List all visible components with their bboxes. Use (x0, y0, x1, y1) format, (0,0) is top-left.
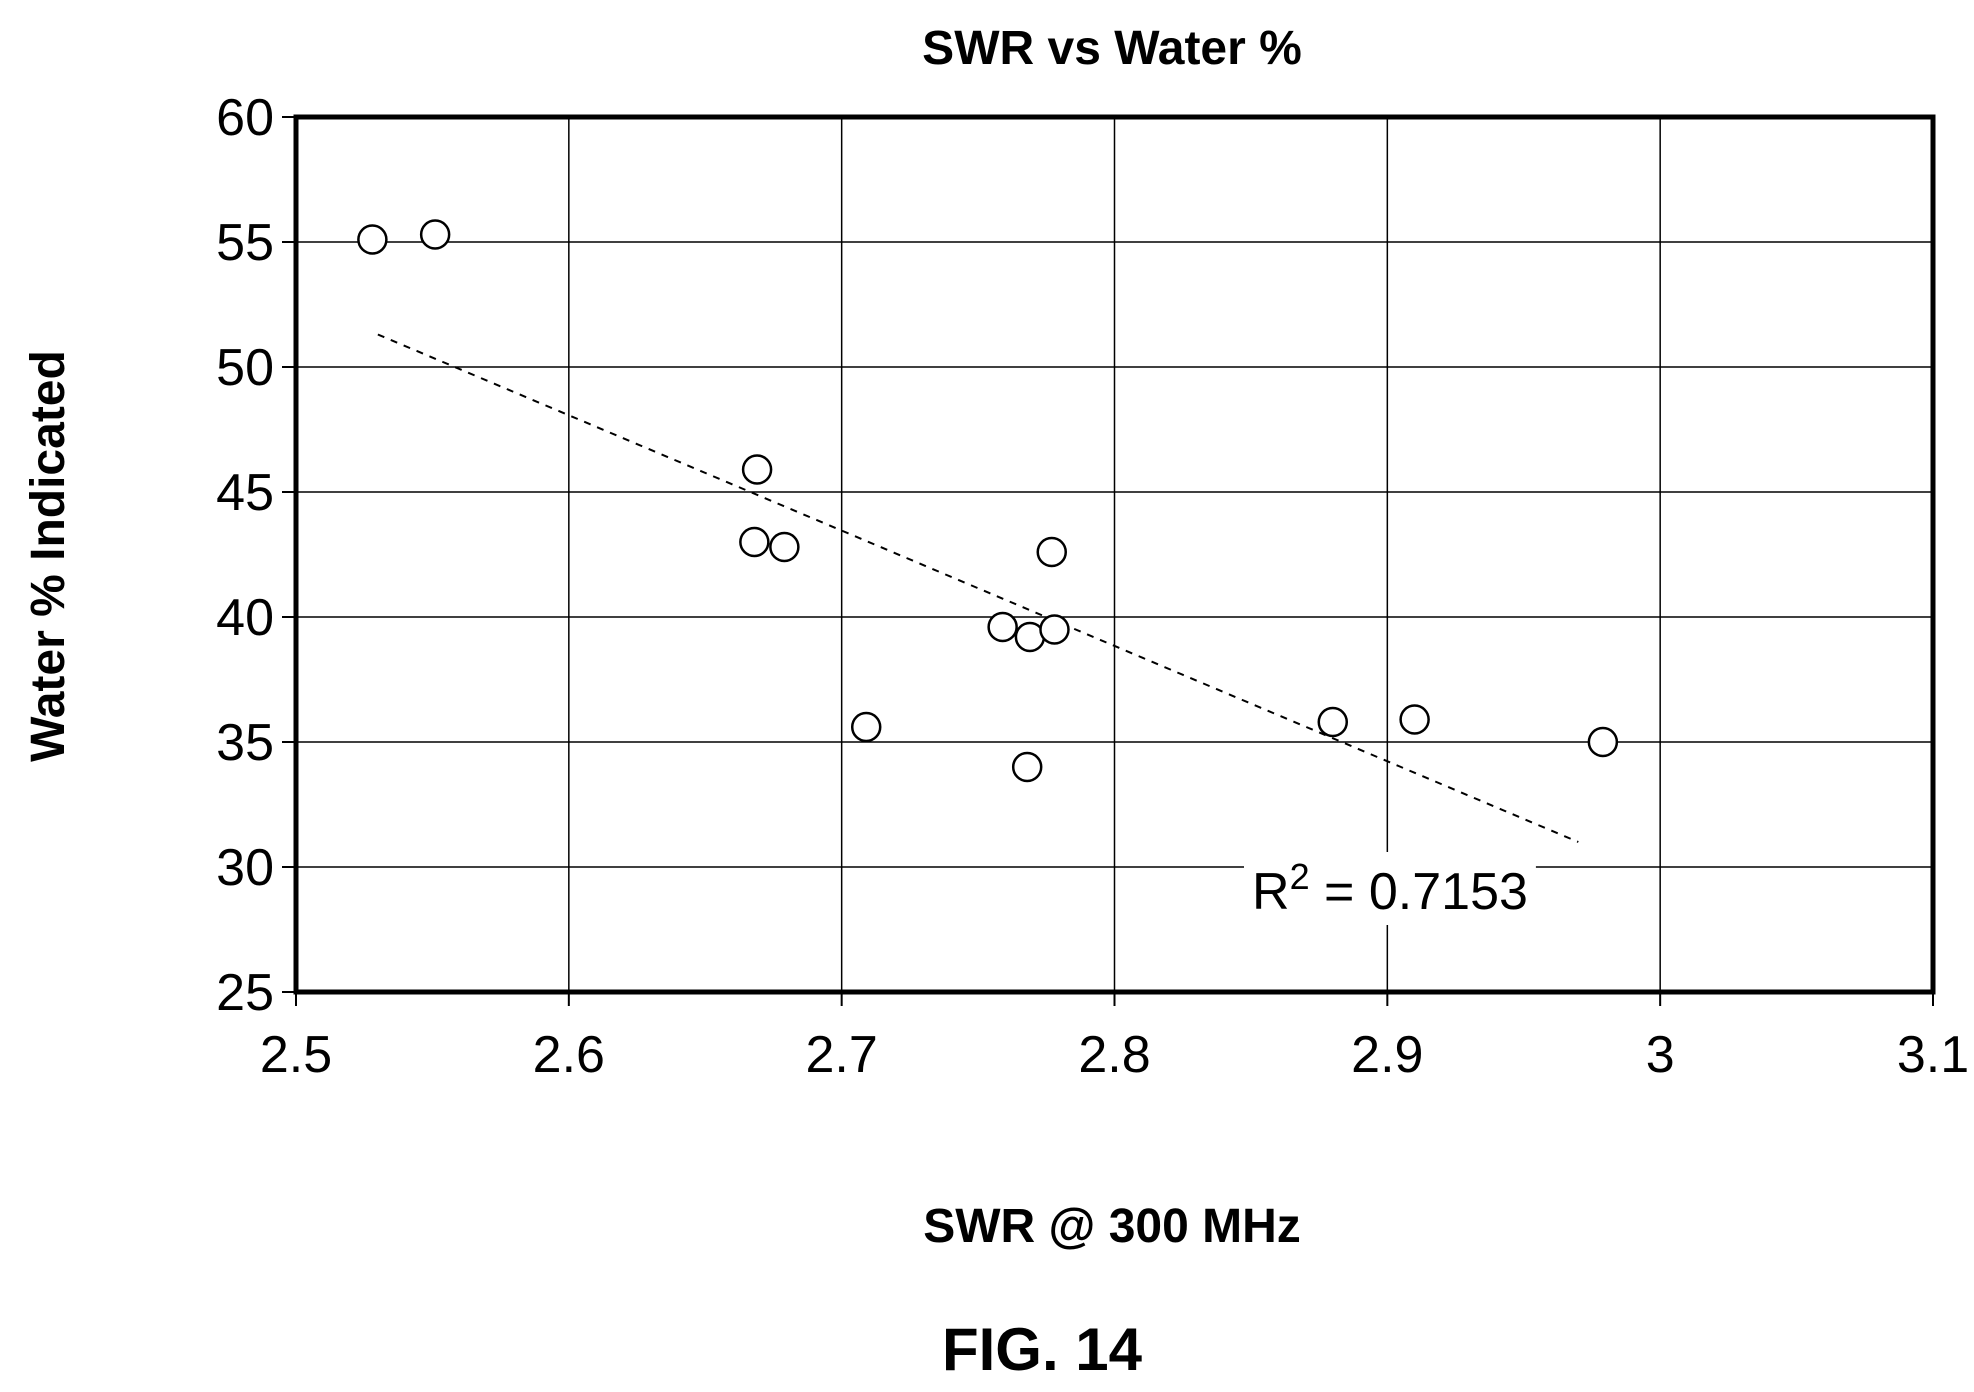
y-tick-label: 45 (216, 464, 274, 522)
data-point (769, 531, 800, 563)
x-tick-label: 2.5 (260, 1026, 332, 1084)
data-point (1011, 751, 1043, 783)
data-points (357, 219, 1619, 783)
y-tick-label: 55 (216, 214, 274, 272)
data-point (1317, 706, 1349, 738)
data-point (741, 454, 773, 485)
chart-title: SWR vs Water % (922, 22, 1302, 75)
data-point (1036, 536, 1067, 568)
data-point (850, 711, 882, 743)
x-tick-label: 2.6 (533, 1026, 605, 1084)
data-point (1587, 726, 1619, 758)
figure-caption: FIG. 14 (942, 1316, 1143, 1383)
data-point (1039, 614, 1070, 645)
y-axis-label: Water % Indicated (22, 350, 75, 762)
data-point (739, 526, 770, 558)
axis-ticks: 25 30 35 40 45 50 55 60 2.5 2.6 2.7 2.8 2.9 3 3.1 (216, 89, 1969, 1084)
x-tick-label: 3 (1646, 1026, 1675, 1084)
x-tick-label: 3.1 (1897, 1026, 1969, 1084)
x-tick-label: 2.7 (806, 1026, 878, 1084)
r-squared-base: R (1252, 863, 1290, 921)
y-tick-label: 60 (216, 89, 274, 147)
data-point (987, 611, 1018, 643)
x-tick-label: 2.8 (1078, 1026, 1150, 1084)
trendline (377, 333, 1579, 843)
r-squared-label: R2 = 0.7153 (1252, 856, 1528, 921)
data-point (1399, 704, 1430, 735)
data-point (357, 224, 388, 255)
y-tick-label: 50 (216, 339, 274, 397)
x-tick-label: 2.9 (1351, 1026, 1423, 1084)
r-squared-value: = 0.7153 (1310, 863, 1528, 921)
y-tick-label: 25 (216, 964, 274, 1022)
plot-area-frame (293, 114, 1936, 995)
y-tick-label: 30 (216, 839, 274, 897)
r-squared-exponent: 2 (1290, 856, 1310, 897)
x-axis-label: SWR @ 300 MHz (923, 1200, 1301, 1253)
y-tick-label: 35 (216, 714, 274, 772)
data-point (419, 219, 451, 250)
r-squared-label-background (1244, 852, 1536, 925)
y-tick-label: 40 (216, 589, 274, 647)
grid (295, 116, 1934, 993)
